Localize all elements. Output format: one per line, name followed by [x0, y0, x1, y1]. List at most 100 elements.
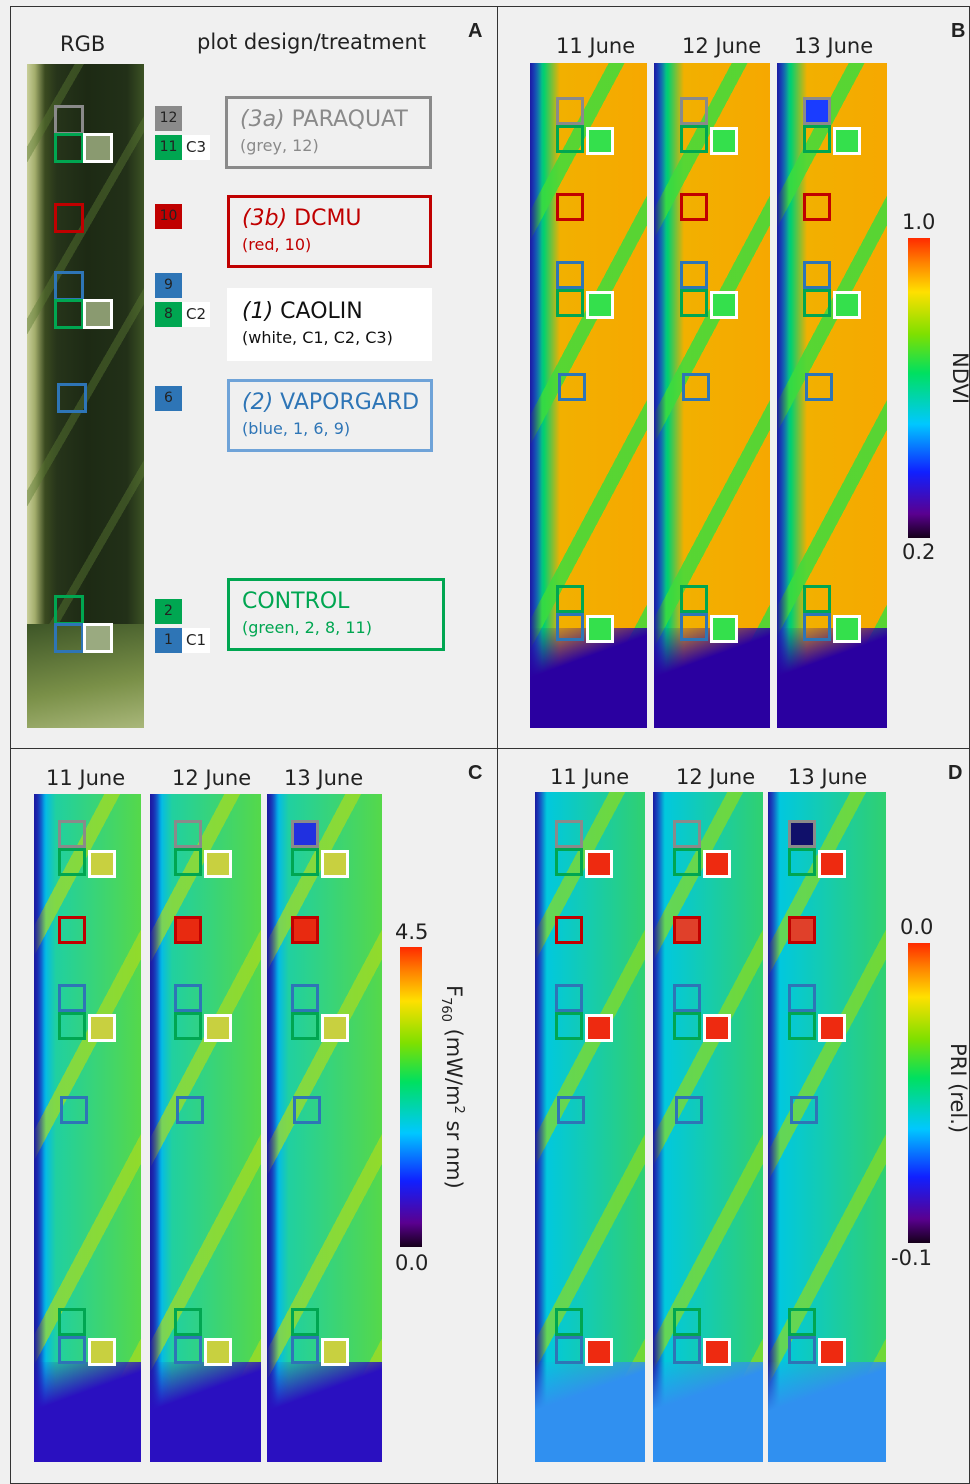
plot-square-blue — [557, 1096, 585, 1124]
ndvi-min-label: 0.2 — [902, 540, 936, 564]
plot-square-white — [710, 291, 738, 319]
plot-square-red — [555, 916, 583, 944]
treatment-box-control: CONTROL (green, 2, 8, 11) — [227, 578, 445, 651]
plot-square-white — [818, 1014, 846, 1042]
false-color-strip — [535, 792, 645, 1462]
plot-square-blue — [291, 984, 319, 1012]
plot-square-white — [586, 615, 614, 643]
strip-edge — [653, 792, 665, 1462]
plot-square-green — [555, 1012, 583, 1040]
plot-square-white — [833, 291, 861, 319]
false-color-strip — [34, 794, 141, 1462]
plot-square-red — [673, 916, 701, 944]
plot-square-green — [291, 848, 319, 876]
plot-square-green — [174, 1012, 202, 1040]
pri-min-label: -0.1 — [891, 1246, 932, 1270]
panel-divider-horizontal — [10, 748, 970, 749]
panel-divider-vertical — [497, 6, 498, 1484]
plot-square-red — [291, 916, 319, 944]
plot-square-blue — [673, 1336, 701, 1364]
plot-square-white — [321, 850, 349, 878]
plot-square-green — [673, 1308, 701, 1336]
plot-square-blue — [682, 373, 710, 401]
plot-square-white — [204, 850, 232, 878]
plot-square-red — [174, 916, 202, 944]
strip-edge — [768, 792, 780, 1462]
rgb-header: RGB — [60, 32, 106, 56]
plot-square-blue — [174, 1336, 202, 1364]
treatment-prefix: (3a) — [240, 107, 285, 132]
f760-max-label: 4.5 — [395, 920, 429, 944]
plot-square-green — [788, 848, 816, 876]
plot-square-green — [680, 585, 708, 613]
ndvi-colorbar — [908, 238, 930, 538]
panel-label-a: A — [468, 20, 483, 42]
plot-square-blue — [805, 373, 833, 401]
plot-square-blue — [675, 1096, 703, 1124]
plot-square-green — [291, 1012, 319, 1040]
plot-square-white — [818, 850, 846, 878]
date-label: 11 June — [46, 766, 126, 790]
plot-square-blue — [790, 1096, 818, 1124]
plot-square-blue — [558, 373, 586, 401]
plot-square-green — [673, 848, 701, 876]
treatment-sub: (white, C1, C2, C3) — [242, 328, 393, 347]
plot-square-white — [703, 1338, 731, 1366]
rgb-square-green-11 — [54, 133, 84, 163]
treatment-box-caolin: (1) CAOLIN (white, C1, C2, C3) — [227, 288, 432, 361]
strip-edge — [777, 63, 789, 728]
plot-number-10: 10 — [155, 204, 182, 229]
plot-square-red — [680, 193, 708, 221]
plot-number-2: 2 — [155, 599, 182, 624]
rgb-square-white-c2 — [83, 299, 113, 329]
date-label: 12 June — [172, 766, 252, 790]
treatment-prefix: (3b) — [242, 206, 288, 231]
date-label: 11 June — [550, 765, 630, 789]
plot-square-white — [585, 1014, 613, 1042]
f760-axis-label: F760 (mW/m2 sr nm) — [438, 985, 466, 1189]
plot-square-white — [586, 127, 614, 155]
strip-edge — [535, 792, 547, 1462]
panel-label-d: D — [948, 762, 963, 784]
plot-square-green — [680, 289, 708, 317]
control-label-c2: C2 — [182, 302, 210, 327]
plot-number-11: 11 — [155, 135, 182, 160]
plot-square-green — [556, 585, 584, 613]
treatment-sub: (red, 10) — [242, 235, 312, 254]
rgb-square-grey-12 — [54, 105, 84, 135]
plot-square-blue — [673, 984, 701, 1012]
plot-square-white — [833, 127, 861, 155]
treatment-prefix: (1) — [242, 299, 274, 324]
treatment-name: PARAQUAT — [291, 107, 408, 132]
plot-square-red — [556, 193, 584, 221]
plot-square-blue — [58, 984, 86, 1012]
false-color-strip — [777, 63, 887, 728]
pri-colorbar — [908, 943, 930, 1243]
treatment-name: CAOLIN — [280, 299, 363, 324]
date-label: 13 June — [284, 766, 364, 790]
plot-square-green — [556, 125, 584, 153]
plot-square-white — [204, 1014, 232, 1042]
plot-square-blue — [291, 1336, 319, 1364]
plot-square-red — [58, 916, 86, 944]
strip-edge — [267, 794, 279, 1462]
f760-label-sup: 2 — [451, 1105, 466, 1114]
plot-square-white — [703, 850, 731, 878]
plot-square-blue — [293, 1096, 321, 1124]
plot-number-6: 6 — [155, 386, 182, 411]
plot-square-green — [803, 289, 831, 317]
treatment-box-dcmu: (3b) DCMU (red, 10) — [227, 195, 432, 268]
plot-square-grey — [788, 820, 816, 848]
plot-square-red — [803, 193, 831, 221]
treatment-sub: (green, 2, 8, 11) — [242, 618, 372, 637]
rgb-image-strip — [27, 64, 144, 728]
plot-square-green — [58, 1012, 86, 1040]
treatment-sub: (blue, 1, 6, 9) — [242, 419, 351, 438]
plot-number-9: 9 — [155, 273, 182, 298]
rgb-square-green-8 — [54, 299, 84, 329]
plot-square-white — [88, 850, 116, 878]
plot-square-green — [788, 1308, 816, 1336]
plot-square-grey — [680, 97, 708, 125]
treatment-box-vaporgard: (2) VAPORGARD (blue, 1, 6, 9) — [227, 379, 433, 452]
plot-square-red — [788, 916, 816, 944]
